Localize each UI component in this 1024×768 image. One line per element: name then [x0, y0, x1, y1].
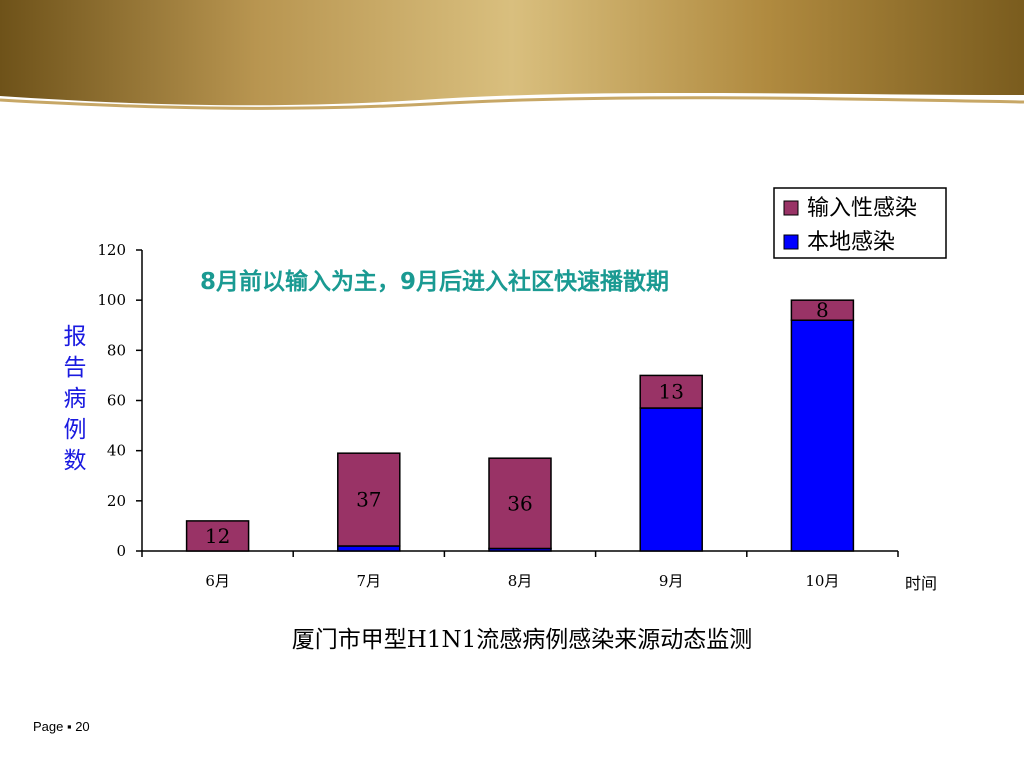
- bar-segment: [488, 457, 552, 550]
- bar-data-label: 13: [658, 380, 683, 404]
- y-tick-label: 100: [97, 291, 126, 309]
- bar-segment: [337, 452, 401, 547]
- x-tick-label: 9月: [659, 572, 684, 590]
- bar-data-label: 8: [816, 298, 829, 322]
- bar-segment: [639, 407, 703, 552]
- chart-annotation: 8月前以输入为主，9月后进入社区快速播散期: [200, 269, 670, 295]
- page-number: Page ▪ 20: [33, 719, 90, 734]
- y-tick-label: 0: [116, 542, 126, 560]
- legend-swatch: [783, 200, 799, 216]
- legend-label: 本地感染: [807, 230, 895, 255]
- bar-segment: [790, 299, 855, 321]
- bar-segment: [185, 520, 250, 552]
- chart-axes: 0 20 40 60 80 100 120 6月 7月 8月 9月 10月: [97, 241, 899, 590]
- y-tick-label: 120: [97, 241, 126, 259]
- x-tick-label: 6月: [205, 572, 230, 590]
- header-banner: [0, 0, 1024, 110]
- bar-data-label: 37: [356, 488, 381, 512]
- y-axis-label: 报告病例数: [63, 324, 87, 474]
- chart-bars: 12 37 36 13 8: [185, 298, 855, 552]
- bar-segment: [337, 545, 401, 552]
- bar-data-label: 12: [205, 524, 230, 548]
- bar-segment: [639, 374, 703, 409]
- x-axis-label: 时间: [905, 574, 938, 593]
- legend-box: [773, 187, 947, 259]
- bar-segment: [790, 319, 855, 552]
- legend-swatch: [783, 234, 799, 250]
- y-tick-label: 80: [107, 341, 126, 359]
- bar-data-label: 36: [507, 491, 532, 515]
- chart-title: 厦门市甲型H1N1流感病例感染来源动态监测: [291, 627, 753, 653]
- y-tick-label: 60: [107, 392, 126, 410]
- y-tick-label: 40: [107, 442, 126, 460]
- x-tick-label: 10月: [805, 572, 839, 590]
- x-tick-label: 7月: [357, 572, 382, 590]
- y-tick-label: 20: [107, 492, 126, 510]
- x-tick-label: 8月: [508, 572, 533, 590]
- legend-label: 输入性感染: [807, 196, 917, 221]
